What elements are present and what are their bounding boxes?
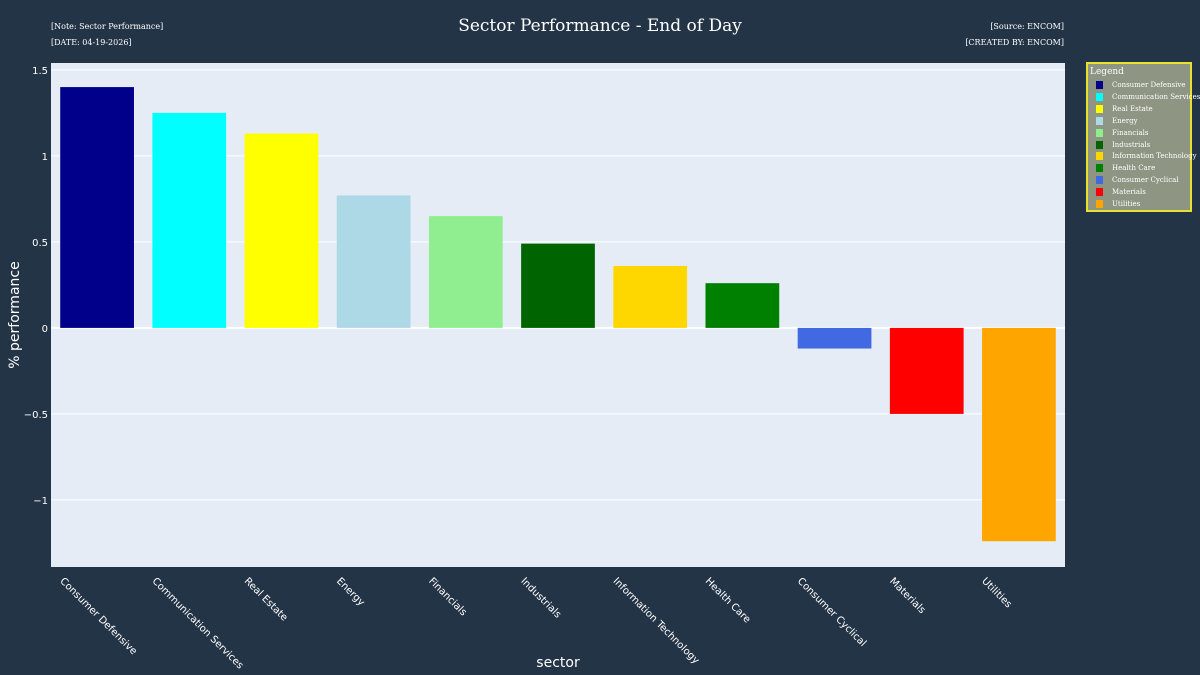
chart-title: Sector Performance - End of Day	[458, 16, 742, 36]
x-tick-label: Information Technology	[611, 576, 702, 667]
legend-item[interactable]: Financials	[1095, 128, 1191, 139]
legend-label: Consumer Defensive	[1112, 81, 1186, 89]
legend-swatch	[1096, 164, 1103, 173]
bar-health-care[interactable]	[705, 283, 780, 328]
y-tick-label: −1	[33, 496, 48, 507]
legend-item[interactable]: Industrials	[1095, 140, 1191, 151]
bar-materials[interactable]	[889, 327, 964, 414]
note-label: [Note: Sector Performance]	[51, 22, 164, 31]
y-tick-label: −0.5	[24, 410, 48, 421]
x-tick-label: Health Care	[703, 576, 753, 626]
x-tick-label: Utilities	[979, 576, 1013, 610]
x-tick-label: Industrials	[518, 576, 563, 621]
bar-information-technology[interactable]	[613, 265, 688, 328]
bars	[60, 87, 1056, 542]
legend-title: Legend	[1090, 67, 1124, 77]
legend-swatch	[1096, 104, 1103, 113]
legend-swatch	[1096, 81, 1103, 89]
legend-item[interactable]: Utilities	[1095, 199, 1191, 210]
bar-utilities[interactable]	[982, 327, 1056, 542]
legend-item[interactable]: Materials	[1095, 187, 1191, 198]
y-tick-label: 1	[42, 152, 48, 163]
y-axis-title: % performance	[7, 261, 23, 368]
y-tick-label: 0.5	[32, 238, 48, 249]
legend-swatch	[1096, 200, 1103, 208]
legend-item[interactable]: Real Estate	[1095, 104, 1191, 115]
legend-swatch	[1096, 188, 1103, 197]
legend-label: Utilities	[1112, 200, 1141, 208]
legend-swatch	[1096, 116, 1103, 125]
legend-label: Energy	[1112, 116, 1138, 125]
legend-label: Real Estate	[1112, 104, 1153, 113]
x-tick-label: Financials	[426, 576, 468, 618]
legend-item[interactable]: Communication Services	[1095, 92, 1200, 103]
legend-item[interactable]: Information Technology	[1095, 151, 1197, 162]
x-tick-label: Materials	[887, 576, 927, 616]
legend-swatch	[1096, 92, 1103, 101]
legend-label: Materials	[1112, 188, 1146, 197]
y-tick-label: 0	[42, 324, 48, 335]
legend-swatch	[1096, 140, 1103, 149]
legend-swatch	[1096, 152, 1103, 161]
legend-swatch	[1096, 128, 1103, 137]
bar-consumer-cyclical[interactable]	[797, 327, 872, 349]
legend-label: Communication Services	[1112, 92, 1200, 101]
x-tick-label: Consumer Cyclical	[795, 576, 868, 649]
bar-communication-services[interactable]	[152, 112, 227, 328]
bar-consumer-defensive[interactable]	[60, 87, 134, 328]
bar-real-estate[interactable]	[244, 133, 319, 328]
date-label: [DATE: 04-19-2026]	[51, 38, 132, 47]
x-tick-label: Consumer Defensive	[57, 576, 138, 657]
x-tick-label: Real Estate	[242, 576, 290, 624]
legend-label: Information Technology	[1112, 152, 1197, 161]
bar-energy[interactable]	[336, 195, 411, 328]
legend-item[interactable]: Health Care	[1095, 163, 1191, 174]
legend: Legend Consumer Defensive Communication S…	[1086, 62, 1200, 212]
created-by-label: [CREATED BY: ENCOM]	[965, 38, 1064, 47]
bar-financials[interactable]	[428, 216, 503, 328]
legend-item[interactable]: Consumer Defensive	[1095, 80, 1191, 91]
y-axis-ticks: −1 −0.5 0 0.5 1 1.5	[24, 66, 48, 507]
legend-label: Financials	[1112, 128, 1149, 137]
legend-item[interactable]: Energy	[1095, 116, 1191, 127]
x-axis-title: sector	[536, 655, 580, 671]
x-tick-label: Communication Services	[150, 576, 246, 672]
x-tick-label: Energy	[334, 576, 367, 609]
legend-label: Consumer Cyclical	[1112, 176, 1179, 185]
legend-label: Industrials	[1112, 140, 1151, 149]
bar-industrials[interactable]	[521, 243, 595, 328]
y-tick-label: 1.5	[32, 66, 48, 77]
legend-swatch	[1096, 176, 1103, 185]
legend-label: Health Care	[1112, 164, 1156, 173]
legend-item[interactable]: Consumer Cyclical	[1095, 175, 1191, 186]
source-label: [Source: ENCOM]	[990, 22, 1064, 31]
